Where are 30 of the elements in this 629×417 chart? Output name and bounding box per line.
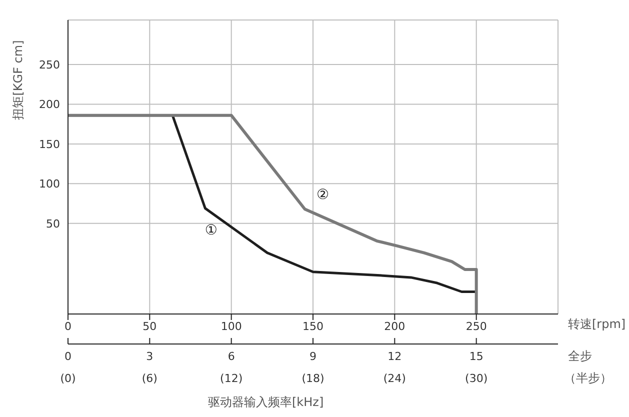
x-tick-label: 200 — [384, 320, 406, 333]
x-tick-label: 150 — [302, 320, 324, 333]
y-tick-label: 200 — [39, 98, 60, 112]
text: (18) — [302, 372, 324, 385]
x2-tick-label: 12 — [388, 350, 402, 363]
text: (6) — [142, 372, 158, 385]
y-tick-label: 150 — [39, 138, 60, 151]
text: (12) — [220, 372, 243, 385]
x-tick-label: 50 — [142, 320, 157, 333]
x2-tick-label: 6 — [228, 350, 235, 363]
x2-tick-label: 15 — [469, 350, 484, 363]
text: 驱动器输入频率[kHz] — [208, 394, 325, 411]
text: (24) — [383, 372, 406, 385]
x-tick-label: 100 — [220, 320, 242, 333]
series-label: ② — [316, 187, 330, 204]
y-tick-label: 100 — [39, 178, 60, 191]
x-axis-title: 转速[rpm] — [568, 317, 626, 331]
y-tick-label: 250 — [39, 58, 60, 72]
text: (0) — [60, 372, 76, 385]
x-tick-label: 250 — [466, 320, 487, 333]
x2-tick-label: 3 — [146, 350, 154, 363]
text: (30) — [465, 372, 488, 385]
x2-tick-label: 0 — [64, 350, 72, 363]
series-label: ① — [204, 222, 218, 238]
y-axis-title: 扭矩[KGF cm] — [11, 40, 25, 120]
x-tick-label: 0 — [64, 320, 72, 333]
text: （半步） — [564, 371, 612, 385]
x2-axis-title: 全步 — [568, 349, 592, 363]
x2-tick-label: 9 — [310, 350, 316, 363]
y-tick-label: 50 — [46, 217, 60, 230]
